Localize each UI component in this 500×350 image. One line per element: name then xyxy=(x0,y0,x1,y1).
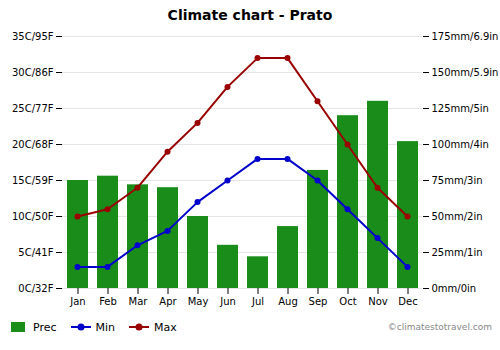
svg-text:15C/59F: 15C/59F xyxy=(12,175,54,186)
svg-text:Sep: Sep xyxy=(309,296,328,307)
svg-text:175mm/6.9in: 175mm/6.9in xyxy=(432,31,499,42)
svg-text:Feb: Feb xyxy=(99,296,117,307)
svg-text:5C/41F: 5C/41F xyxy=(18,247,53,258)
html-text:Max: Max xyxy=(154,320,177,334)
html-text:©climatestotravel.com: ©climatestotravel.com xyxy=(387,322,492,332)
svg-text:Jun: Jun xyxy=(219,296,236,307)
svg-text:20C/68F: 20C/68F xyxy=(12,139,54,150)
svg-text:30C/86F: 30C/86F xyxy=(12,67,54,78)
svg-text:0mm/0in: 0mm/0in xyxy=(432,283,477,294)
svg-text:150mm/5.9in: 150mm/5.9in xyxy=(432,67,499,78)
svg-text:25C/77F: 25C/77F xyxy=(12,103,54,114)
svg-text:75mm/3in: 75mm/3in xyxy=(432,175,483,186)
svg-text:Aug: Aug xyxy=(278,296,298,307)
svg-text:Oct: Oct xyxy=(339,296,356,307)
html-text:Prec: Prec xyxy=(33,320,57,334)
svg-text:0C/32F: 0C/32F xyxy=(18,283,53,294)
html-text:Min: Min xyxy=(95,320,116,334)
svg-text:Nov: Nov xyxy=(368,296,388,307)
html-text:Climate chart - Prato: Climate chart - Prato xyxy=(167,7,333,23)
svg-text:Mar: Mar xyxy=(129,296,149,307)
svg-text:125mm/5in: 125mm/5in xyxy=(432,103,489,114)
svg-text:Jan: Jan xyxy=(69,296,85,307)
svg-text:Dec: Dec xyxy=(398,296,417,307)
svg-text:25mm/1in: 25mm/1in xyxy=(432,247,483,258)
svg-text:100mm/4in: 100mm/4in xyxy=(432,139,489,150)
svg-text:Apr: Apr xyxy=(159,296,177,307)
svg-text:Jul: Jul xyxy=(251,296,264,307)
svg-text:10C/50F: 10C/50F xyxy=(12,211,54,222)
svg-text:35C/95F: 35C/95F xyxy=(12,31,54,42)
svg-text:May: May xyxy=(188,296,209,307)
svg-text:50mm/2in: 50mm/2in xyxy=(432,211,483,222)
